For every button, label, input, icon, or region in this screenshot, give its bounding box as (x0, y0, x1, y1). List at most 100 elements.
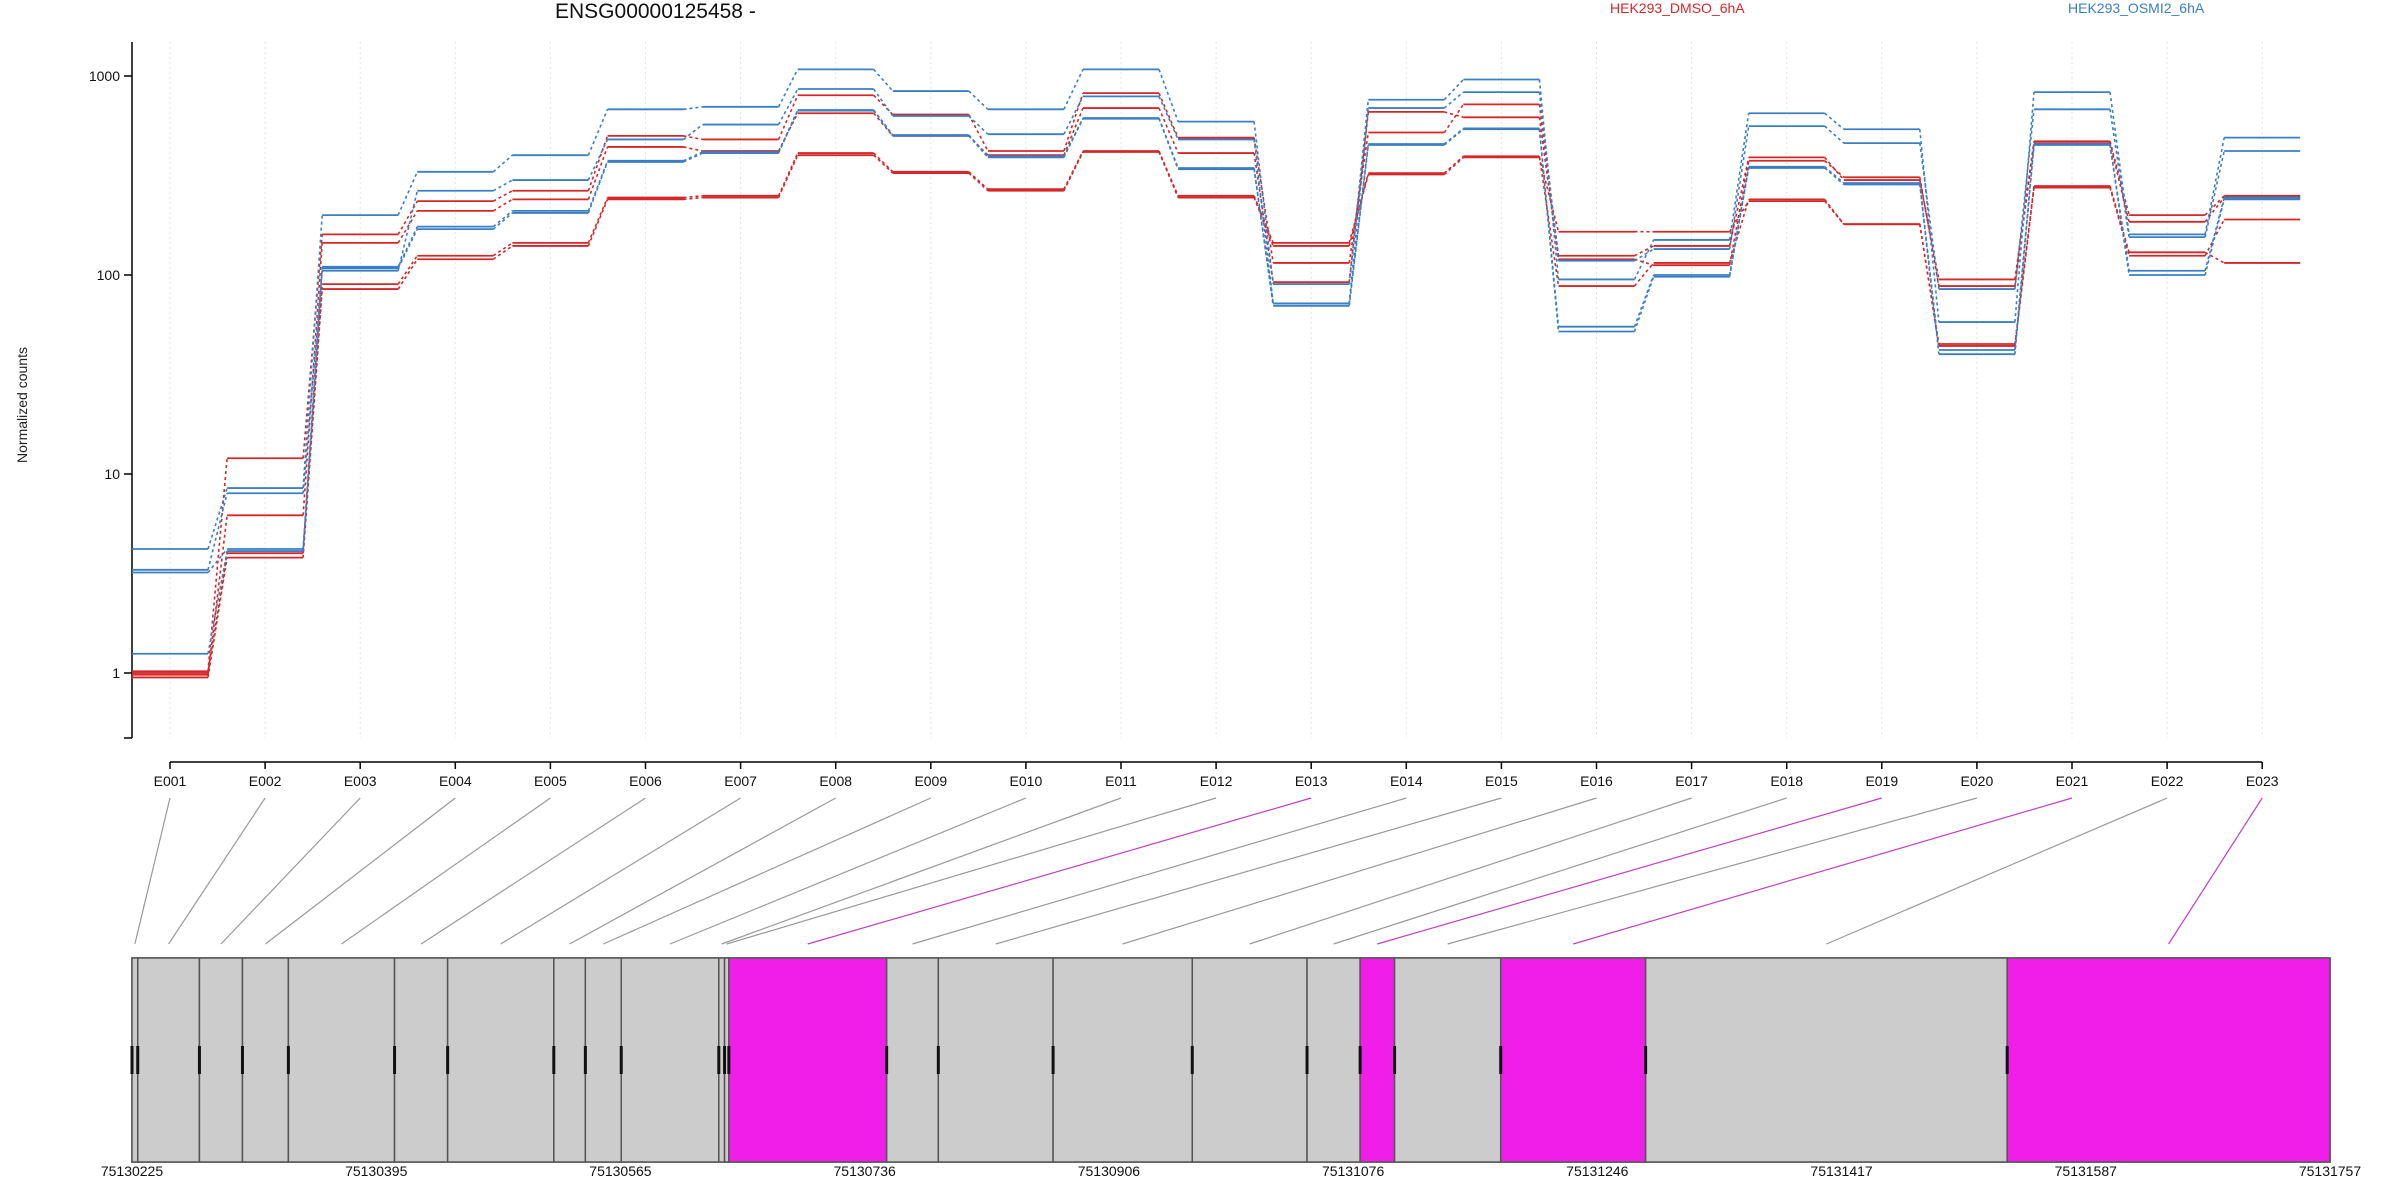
data-connector (683, 195, 703, 199)
data-connector (968, 172, 989, 192)
data-connector (2204, 197, 2225, 271)
data-connector (1443, 156, 1464, 176)
data-connector (873, 88, 894, 117)
data-connector (492, 198, 513, 212)
exon-connector-e002 (168, 797, 266, 945)
data-connector (777, 154, 799, 198)
data-connector (1728, 125, 1750, 250)
exon-connector-e001 (134, 797, 171, 945)
exon-block-e004 (241, 957, 290, 1163)
data-connector (1063, 92, 1084, 152)
x-tick-label-e020: E020 (1961, 773, 1994, 789)
data-connector (968, 171, 989, 190)
x-tick-label-e006: E006 (629, 773, 662, 789)
data-connector (683, 146, 703, 152)
coordinate-label: 75131076 (1322, 1163, 1385, 1179)
data-connector (2204, 199, 2225, 276)
coordinate-label: 75130565 (589, 1163, 652, 1179)
exon-block-e017 (1191, 957, 1308, 1163)
exon-block-e020 (1393, 957, 1502, 1163)
exon-block-e019 (1359, 957, 1396, 1163)
chart-title: ENSG00000125458 - (555, 0, 756, 23)
exon-block-e013 (728, 957, 888, 1163)
data-connector (1728, 166, 1750, 276)
data-connector (1348, 111, 1370, 283)
data-connector (968, 134, 989, 157)
data-connector (1538, 156, 1560, 287)
exon-block-e005 (287, 957, 396, 1163)
data-connector (1824, 160, 1845, 178)
data-connector (873, 152, 894, 173)
exon-connector-e003 (220, 797, 361, 945)
coordinate-axis: 75130225 75130395 75130565 75130736 75130906… (101, 1163, 2362, 1179)
exon-block-e022 (1644, 957, 2008, 1163)
data-connector (1348, 143, 1370, 304)
data-connector (1063, 151, 1084, 192)
data-connector (1063, 117, 1084, 157)
data-connector (777, 68, 799, 108)
data-connector (1158, 96, 1179, 140)
exon-block-e003 (198, 957, 244, 1163)
x-tick-label-e003: E003 (344, 773, 377, 789)
x-tick-label-e022: E022 (2151, 773, 2184, 789)
data-connector (1824, 166, 1845, 184)
x-tick-label-e007: E007 (724, 773, 757, 789)
data-connector (1158, 92, 1179, 138)
data-connector (1728, 160, 1750, 266)
data-connector (492, 154, 513, 173)
data-connector (683, 106, 703, 111)
data-connector (777, 152, 799, 197)
data-connector (492, 179, 513, 192)
exon-connector-e020 (1447, 797, 1978, 945)
data-connector (2014, 109, 2035, 290)
data-connector (1919, 182, 1940, 351)
exon-block-e014 (885, 957, 940, 1163)
exon-block-e010 (620, 957, 720, 1163)
x-tick-label-e011: E011 (1105, 773, 1137, 789)
data-connector (207, 493, 228, 571)
exon-block-e007 (446, 957, 555, 1163)
x-tick-label-e019: E019 (1865, 773, 1898, 789)
x-tick-label-e023: E023 (2246, 773, 2279, 789)
data-connector (397, 228, 419, 269)
data-connector (207, 553, 228, 674)
exon-connector-e015 (995, 797, 1502, 945)
x-axis: E001 E002 E003 E004 E005 E006 E007 E008 E009 E010… (154, 761, 2279, 789)
data-connector (1348, 172, 1370, 244)
x-tick-label-e018: E018 (1770, 773, 1803, 789)
exon-connector-e019 (1377, 797, 1882, 945)
exon-connector-e012 (726, 797, 1217, 945)
data-connector (2204, 251, 2225, 264)
data-connector (1063, 69, 1084, 110)
exon-connector-e005 (341, 797, 551, 945)
data-connector (207, 515, 228, 675)
data-connector (683, 151, 703, 162)
data-connector (968, 115, 989, 135)
data-connector (1063, 107, 1084, 156)
data-connector (1443, 103, 1465, 133)
data-connector (1253, 167, 1274, 304)
legend-entry-osmi2: HEK293_OSMI2_6hA (2068, 0, 2205, 16)
exon-connector-e008 (569, 797, 836, 945)
data-connector (397, 226, 419, 268)
exon-connector-e021 (1573, 797, 2073, 945)
data-connector (302, 215, 323, 489)
data-connector (1633, 239, 1655, 280)
data-connector (683, 152, 703, 163)
exon-connector-e014 (912, 797, 1407, 945)
data-connector (587, 199, 609, 247)
exon-connector-e004 (265, 797, 456, 945)
data-connector (1538, 79, 1560, 280)
data-connector (1634, 258, 1654, 266)
legend-entry-dmso: HEK293_DMSO_6hA (1610, 0, 1745, 16)
data-connector (1444, 111, 1464, 119)
data-connector (397, 190, 419, 271)
coordinate-label: 75131246 (1566, 1163, 1629, 1179)
x-tick-label-e013: E013 (1295, 773, 1328, 789)
exon-connector-e018 (1333, 797, 1787, 945)
gene-model (130, 797, 2331, 1163)
y-tick-label: 10 (104, 466, 120, 482)
coordinate-label: 75131587 (2055, 1163, 2118, 1179)
data-connector (1443, 91, 1464, 109)
x-tick-label-e010: E010 (1010, 773, 1043, 789)
